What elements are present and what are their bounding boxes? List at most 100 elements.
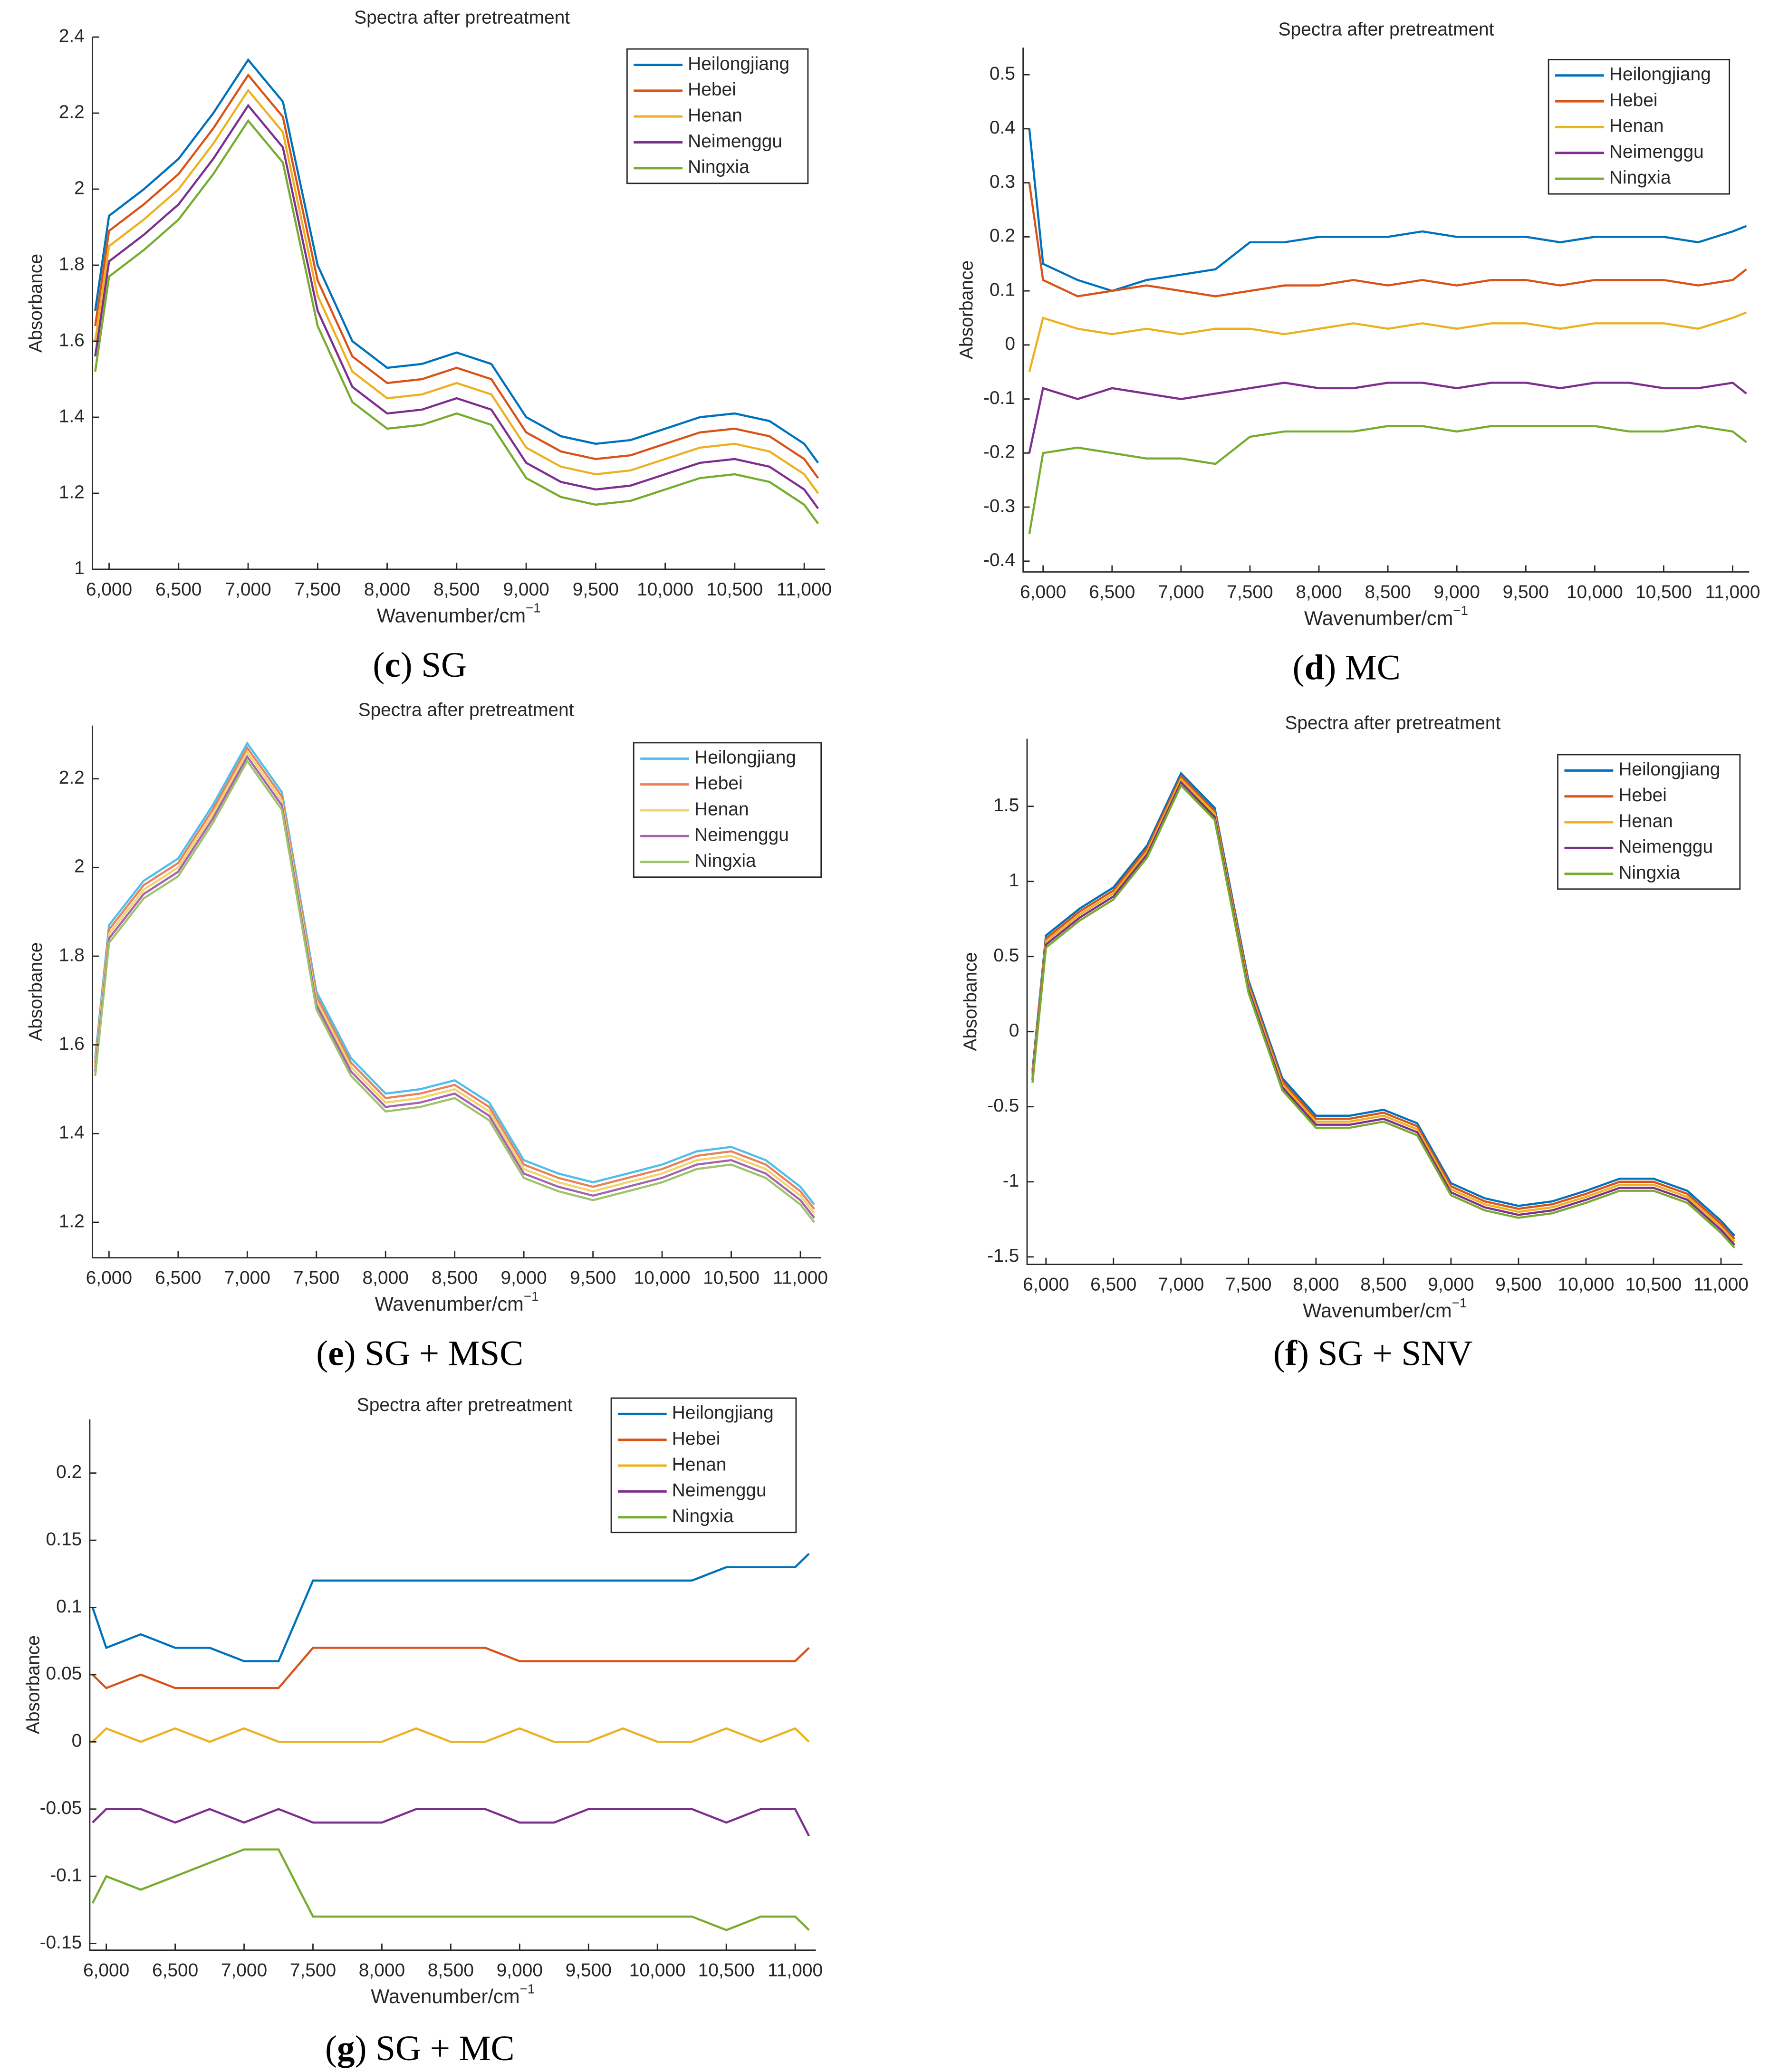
x-tick-label: 11,000 <box>773 1267 828 1288</box>
x-tick-label: 6,500 <box>152 1960 198 1981</box>
y-tick-label: 1.6 <box>59 330 85 350</box>
legend-label: Henan <box>1609 116 1664 136</box>
caption-part: ) SG <box>401 645 467 685</box>
y-tick-label: 0.05 <box>46 1663 82 1684</box>
y-axis-label: Absorbance <box>23 1635 44 1734</box>
y-tick-label: 0.1 <box>990 279 1015 300</box>
x-tick-label: 10,500 <box>1635 582 1692 602</box>
chart-title: Spectra after pretreatment <box>354 7 570 28</box>
spectrum-line <box>94 104 819 509</box>
y-tick-label: 0 <box>72 1731 82 1751</box>
y-tick-label: 0.2 <box>56 1462 82 1482</box>
x-tick-label: 8,500 <box>1365 582 1411 602</box>
chart-title: Spectra after pretreatment <box>1285 713 1500 733</box>
axis-line <box>89 1419 816 1951</box>
caption-part: ) SG + SNV <box>1297 1334 1472 1373</box>
x-tick-label: 9,000 <box>1428 1274 1474 1295</box>
x-tick-label: 10,000 <box>629 1960 686 1981</box>
y-tick-label: 1.8 <box>59 945 85 965</box>
caption: (d) MC <box>1293 648 1401 688</box>
spectrum-line <box>1028 182 1747 297</box>
y-tick-label: -0.4 <box>983 550 1015 570</box>
y-tick-label: 1.2 <box>59 482 85 502</box>
y-tick-label: -0.1 <box>50 1865 82 1885</box>
y-tick-label: 0.5 <box>990 63 1015 84</box>
x-tick-label: 9,500 <box>570 1267 616 1288</box>
axis-line <box>1022 48 1750 573</box>
spectrum-line <box>1028 425 1747 535</box>
y-tick-label: 1.6 <box>59 1034 85 1054</box>
y-tick-label: -0.3 <box>983 496 1015 516</box>
y-tick-label: 0 <box>1005 334 1015 354</box>
y-tick-label: 0.3 <box>990 172 1015 192</box>
caption-part: g <box>337 2029 355 2068</box>
y-tick-label: 2 <box>74 856 85 877</box>
y-axis-label: Absorbance <box>26 942 46 1041</box>
y-tick-label: -1.5 <box>987 1246 1019 1266</box>
x-axis-label-text: Wavenumber/cm <box>375 1293 524 1315</box>
caption-part: ( <box>1293 648 1305 688</box>
x-axis-label-text: Wavenumber/cm <box>1303 1299 1452 1322</box>
x-tick-label: 9,000 <box>497 1960 543 1981</box>
spectrum-line <box>1031 777 1736 1243</box>
legend-label: Neimenggu <box>688 131 782 152</box>
x-tick-label: 9,000 <box>501 1267 547 1288</box>
y-tick-label: 2 <box>74 178 85 198</box>
spectrum-line <box>94 73 819 479</box>
x-tick-label: 7,000 <box>1158 1274 1204 1295</box>
x-tick-label: 8,000 <box>359 1960 405 1981</box>
spectrum-line <box>92 1808 810 1837</box>
x-tick-label: 7,500 <box>293 1267 339 1288</box>
legend-label: Heilongjiang <box>672 1403 774 1423</box>
x-tick-label: 9,500 <box>566 1960 612 1981</box>
legend-label: Henan <box>672 1454 727 1475</box>
spectrum-line <box>1028 382 1747 453</box>
y-tick-label: 1.5 <box>993 795 1019 815</box>
x-tick-label: 6,500 <box>155 579 202 600</box>
x-tick-label: 8,500 <box>1360 1274 1406 1295</box>
spectrum-line <box>94 58 819 464</box>
spectrum-line <box>91 1553 810 1662</box>
x-tick-label: 6,000 <box>83 1960 129 1981</box>
y-tick-label: 1.4 <box>59 1122 85 1143</box>
x-tick-label: 11,000 <box>1693 1274 1749 1295</box>
y-axis-label: Absorbance <box>961 952 981 1051</box>
spectrum-line <box>1028 128 1747 292</box>
x-tick-label: 6,000 <box>1023 1274 1069 1295</box>
x-tick-label: 10,000 <box>1557 1274 1614 1295</box>
legend-label: Ningxia <box>672 1506 734 1526</box>
y-tick-label: 0 <box>1009 1020 1019 1041</box>
y-tick-label: 0.5 <box>993 945 1019 966</box>
caption-part: ) SG + MC <box>355 2029 515 2068</box>
caption-part: d <box>1305 648 1325 688</box>
x-axis-label-sup: −1 <box>526 601 541 615</box>
spectrum-line <box>94 741 815 1206</box>
y-tick-label: 2.2 <box>59 102 85 122</box>
x-tick-label: 8,000 <box>1296 582 1342 602</box>
y-tick-label: 0.2 <box>990 226 1015 246</box>
x-axis-label-text: Wavenumber/cm <box>377 604 526 626</box>
x-tick-label: 7,000 <box>224 1267 270 1288</box>
legend-label: Hebei <box>672 1429 721 1449</box>
spectrum-line <box>1028 311 1747 373</box>
legend-label: Heilongjiang <box>688 54 789 74</box>
axis-line <box>92 725 821 1259</box>
x-axis-label: Wavenumber/cm−1 <box>375 1289 539 1315</box>
x-tick-label: 7,500 <box>1225 1274 1271 1295</box>
x-tick-label: 6,500 <box>1089 582 1135 602</box>
y-tick-label: 2.2 <box>59 767 85 788</box>
legend-label: Neimenggu <box>1618 837 1713 857</box>
x-tick-label: 9,500 <box>1503 582 1549 602</box>
spectrum-line <box>1031 780 1736 1246</box>
x-axis-label-text: Wavenumber/cm <box>1304 607 1453 629</box>
x-tick-label: 6,000 <box>86 1267 132 1288</box>
y-tick-label: 1 <box>1009 870 1019 891</box>
y-tick-label: -0.1 <box>983 388 1015 408</box>
x-tick-label: 6,000 <box>86 579 132 600</box>
legend-label: Ningxia <box>694 851 756 871</box>
legend-label: Heilongjiang <box>1609 64 1711 85</box>
y-tick-label: -0.5 <box>987 1095 1019 1116</box>
caption-part: ( <box>373 645 385 685</box>
caption-part: f <box>1285 1334 1298 1373</box>
chart-title: Spectra after pretreatment <box>358 700 574 720</box>
